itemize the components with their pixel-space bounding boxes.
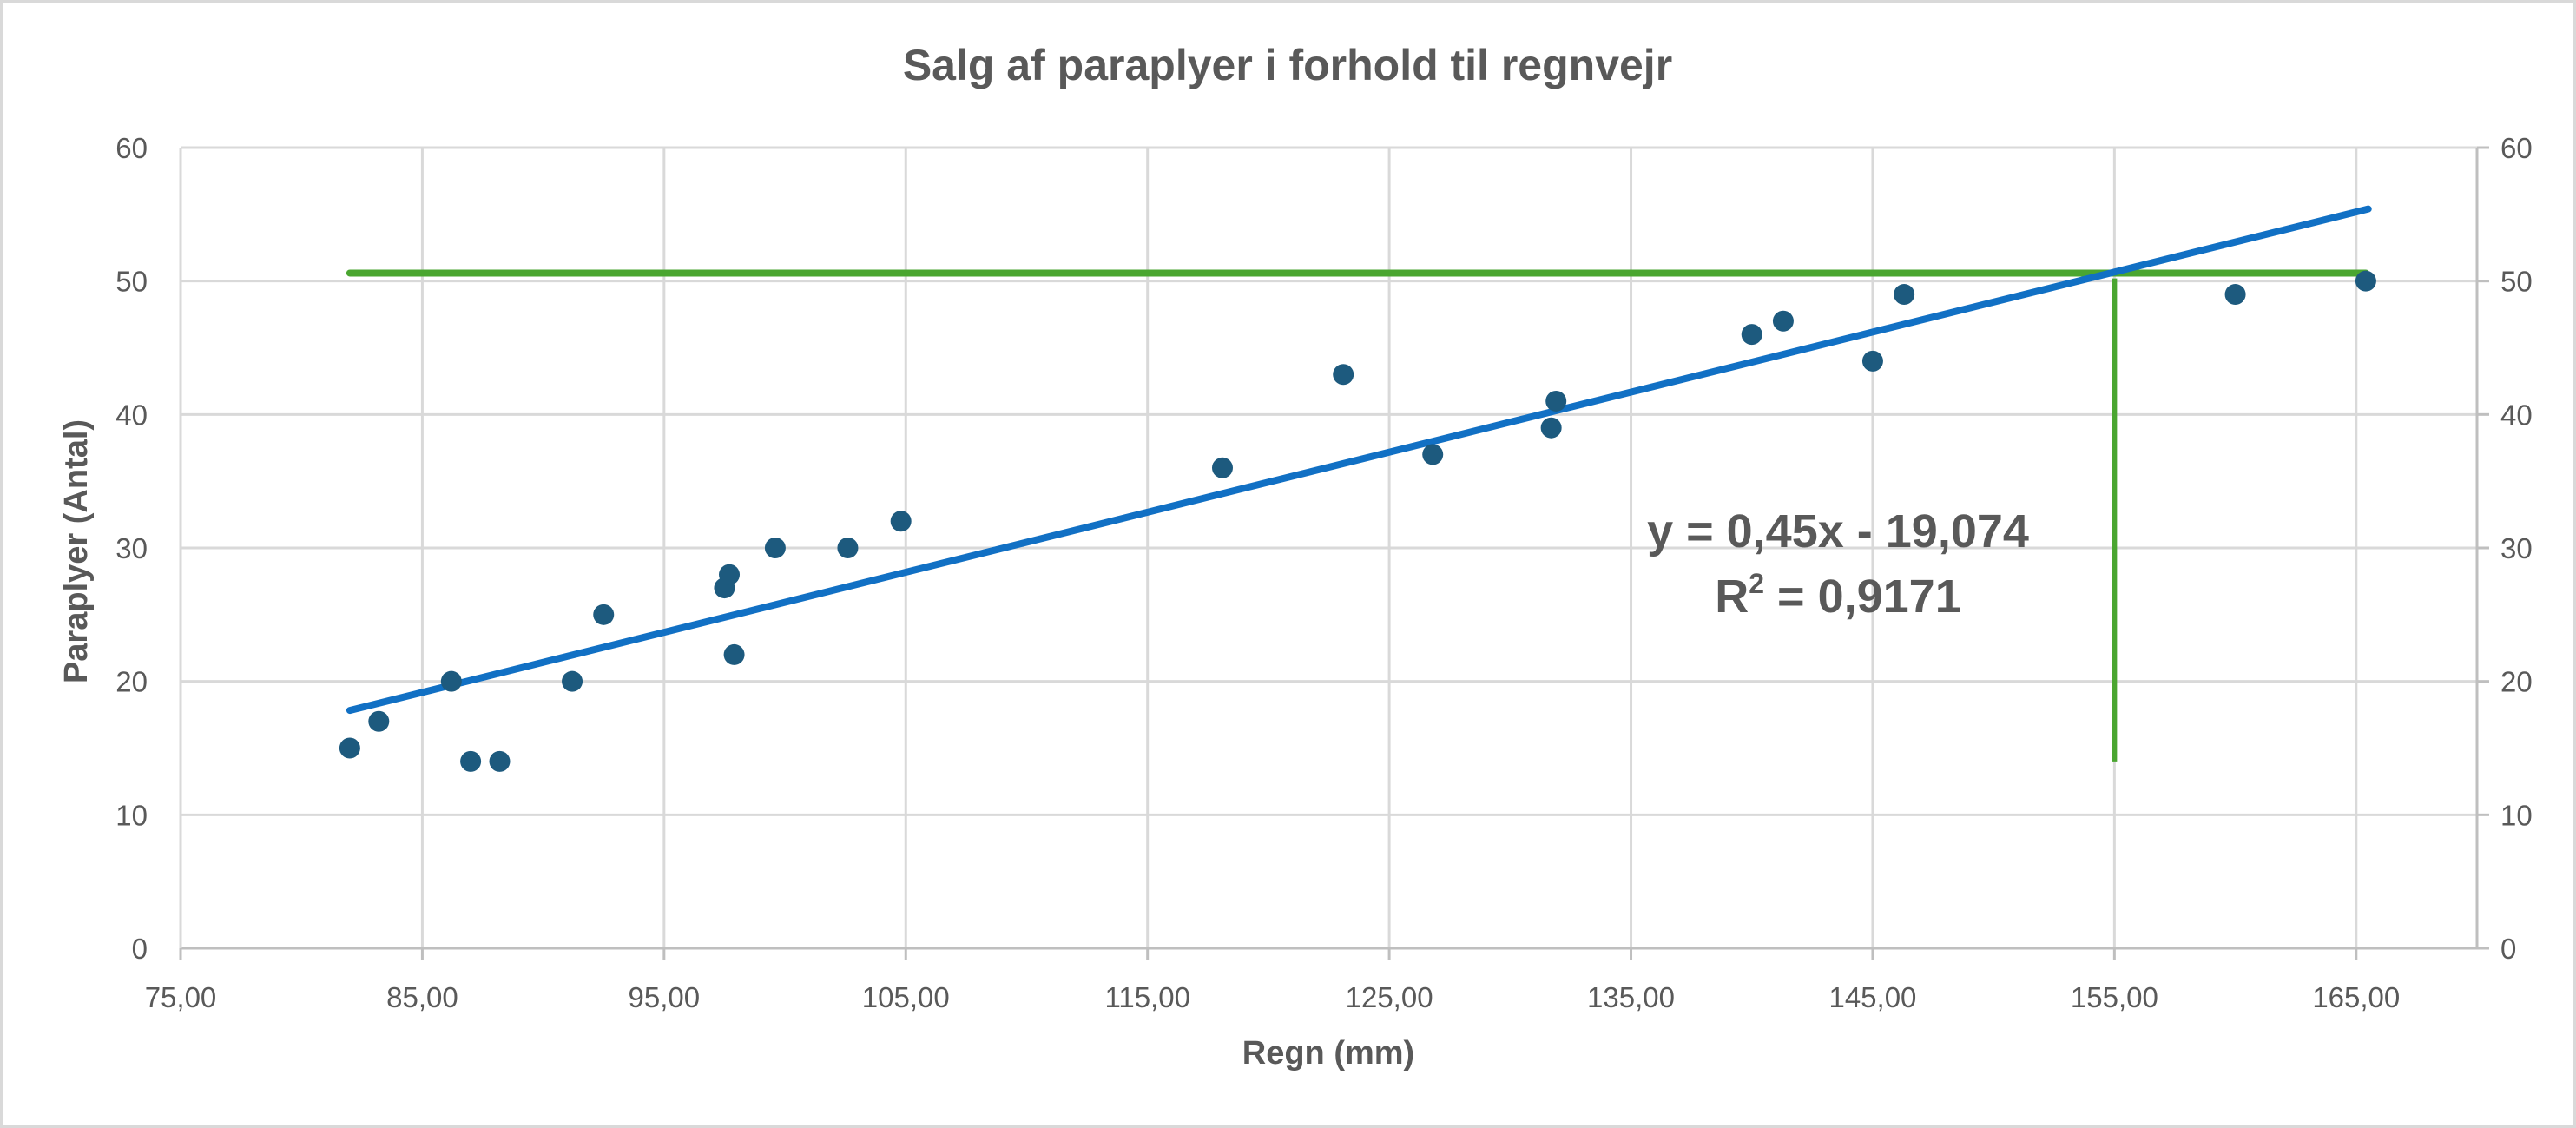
data-point (719, 564, 741, 585)
y-tick-label: 60 (115, 132, 148, 164)
data-point (368, 710, 390, 732)
data-point (1211, 457, 1233, 478)
x-tick-label: 85,00 (386, 981, 458, 1013)
data-point (1545, 390, 1567, 412)
data-point (593, 604, 615, 625)
data-point (440, 670, 462, 692)
x-tick-label: 75,00 (145, 981, 217, 1013)
data-point (339, 737, 360, 759)
data-point (1772, 310, 1794, 332)
y-tick-label: 30 (115, 532, 148, 564)
data-point (837, 538, 859, 558)
data-point (723, 643, 745, 665)
data-point (1894, 284, 1915, 306)
y-tick-label: 50 (115, 266, 148, 298)
tick-labels: 0 0 10 10 20 20 30 30 40 40 50 50 60 60 75,00 85,00 95,0… (115, 132, 2532, 1013)
y-tick-label-right: 50 (2500, 266, 2533, 298)
y-tick-label-right: 40 (2500, 399, 2533, 431)
x-tick-label: 155,00 (2071, 981, 2158, 1013)
data-point (562, 670, 583, 692)
trendline (346, 205, 2372, 715)
data-points (339, 270, 2376, 772)
trendline-equation: y = 0,45x - 19,074 (1647, 505, 2029, 557)
r-squared-prefix: R (1715, 571, 1749, 623)
chart-title: Salg af paraplyer i forhold til regnvejr (903, 41, 1672, 89)
y-tick-label-right: 20 (2500, 666, 2533, 698)
r-squared-value: = 0,9171 (1764, 571, 1961, 623)
data-point (2224, 284, 2246, 306)
data-point (1540, 417, 1562, 439)
data-point (1741, 324, 1762, 346)
x-tick-label: 105,00 (862, 981, 950, 1013)
trendline-layer (346, 205, 2372, 715)
x-tick-label: 95,00 (629, 981, 701, 1013)
y-tick-label: 10 (115, 799, 148, 831)
data-point (1861, 350, 1883, 372)
axes (179, 146, 2489, 960)
data-point (489, 750, 511, 772)
x-tick-label: 125,00 (1346, 981, 1433, 1013)
y-tick-label-right: 30 (2500, 532, 2533, 564)
x-tick-label: 135,00 (1587, 981, 1675, 1013)
x-tick-label: 165,00 (2312, 981, 2400, 1013)
x-axis-title: Regn (mm) (1242, 1035, 1414, 1072)
data-point (1333, 364, 1354, 386)
y-tick-label: 0 (132, 933, 148, 965)
data-point (460, 750, 482, 772)
y-tick-label-right: 10 (2500, 799, 2533, 831)
y-axis-title: Paraplyer (Antal) (58, 419, 95, 683)
data-point (764, 538, 786, 558)
y-tick-label-right: 60 (2500, 132, 2533, 164)
data-point (890, 511, 912, 532)
data-point (1422, 444, 1444, 465)
y-tick-label: 20 (115, 666, 148, 698)
reference-lines (346, 269, 2369, 762)
x-tick-label: 145,00 (1828, 981, 1916, 1013)
data-point (2355, 270, 2376, 292)
y-tick-label-right: 0 (2500, 933, 2516, 965)
x-tick-label: 115,00 (1104, 981, 1189, 1013)
trendline-r-squared: R2 = 0,9171 (1715, 568, 1961, 623)
y-tick-label: 40 (115, 399, 148, 431)
r-squared-exponent: 2 (1749, 568, 1764, 599)
